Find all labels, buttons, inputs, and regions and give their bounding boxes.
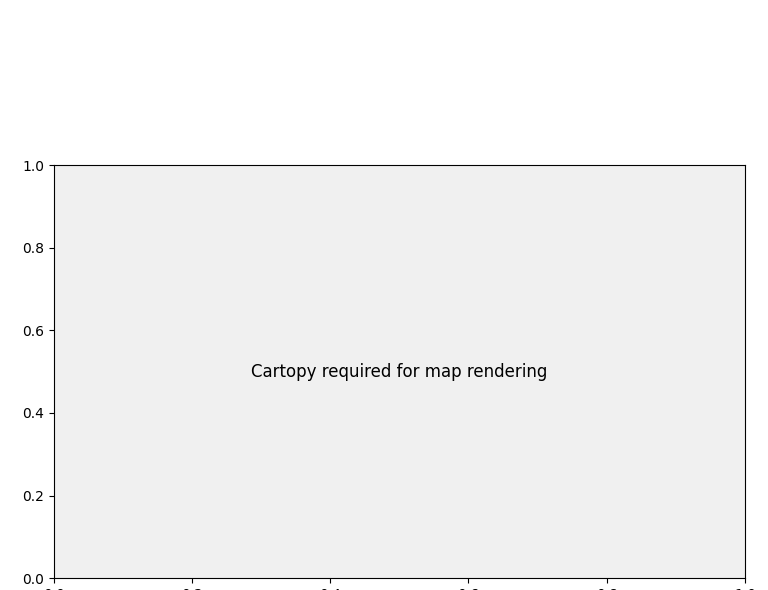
- Text: Cartopy required for map rendering: Cartopy required for map rendering: [251, 363, 548, 381]
